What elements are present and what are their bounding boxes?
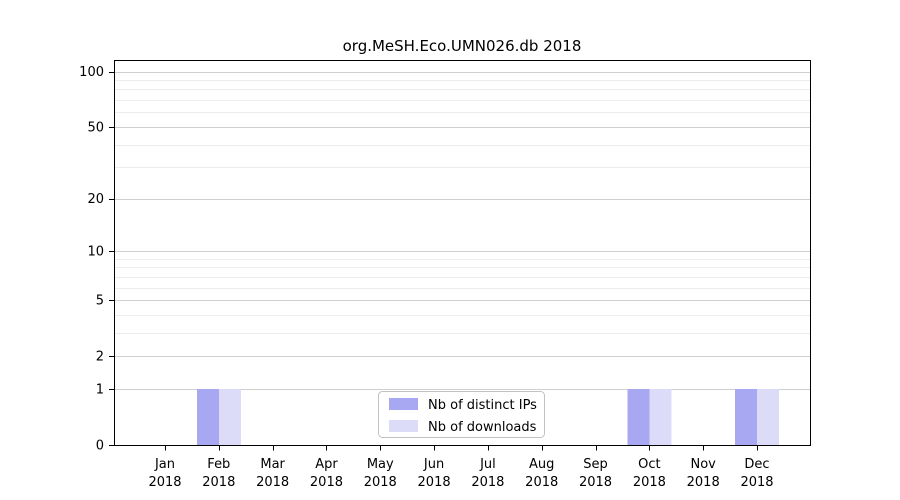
bar-downloads-dec bbox=[756, 388, 779, 445]
x-axis-month-label: Sep bbox=[583, 457, 608, 472]
bar-downloads-feb bbox=[218, 388, 241, 445]
x-axis-month-label: Feb bbox=[207, 457, 230, 472]
bar-distinct-ips-oct bbox=[627, 388, 650, 445]
y-axis-tick-label: 20 bbox=[87, 192, 104, 207]
axis-labels-group: Jan2018Feb2018Mar2018Apr2018May2018Jun20… bbox=[79, 65, 773, 490]
x-axis-year-label: 2018 bbox=[364, 475, 397, 490]
x-axis-year-label: 2018 bbox=[687, 475, 720, 490]
plot-border bbox=[113, 59, 812, 447]
y-axis-tick-label: 2 bbox=[96, 350, 104, 365]
x-axis-month-label: Mar bbox=[260, 457, 285, 472]
x-axis-month-label: May bbox=[367, 457, 394, 472]
bars-group bbox=[196, 388, 779, 445]
x-axis-year-label: 2018 bbox=[740, 475, 773, 490]
x-axis-year-label: 2018 bbox=[202, 475, 235, 490]
x-axis-year-label: 2018 bbox=[633, 475, 666, 490]
x-axis-year-label: 2018 bbox=[471, 475, 504, 490]
x-axis-year-label: 2018 bbox=[579, 475, 612, 490]
x-axis-month-label: Dec bbox=[744, 457, 769, 472]
legend-swatch-downloads bbox=[389, 420, 418, 432]
legend-label-downloads: Nb of downloads bbox=[428, 420, 537, 435]
bar-distinct-ips-feb bbox=[196, 388, 219, 445]
grid-minor-group bbox=[114, 80, 811, 334]
y-axis-tick-label: 100 bbox=[79, 65, 104, 80]
x-axis-year-label: 2018 bbox=[148, 475, 181, 490]
x-axis-month-label: Nov bbox=[690, 457, 716, 472]
y-axis-tick-label: 1 bbox=[96, 382, 104, 397]
legend-label-distinct-ips: Nb of distinct IPs bbox=[428, 398, 537, 413]
y-axis-tick-label: 10 bbox=[87, 244, 104, 259]
bar-downloads-oct bbox=[649, 388, 672, 445]
x-axis-month-label: Jul bbox=[479, 457, 496, 472]
x-axis-year-label: 2018 bbox=[418, 475, 451, 490]
x-axis-year-label: 2018 bbox=[525, 475, 558, 490]
x-axis-month-label: Jun bbox=[423, 457, 444, 472]
chart-title: org.MeSH.Eco.UMN026.db 2018 bbox=[343, 37, 582, 55]
x-axis-month-label: Oct bbox=[638, 457, 660, 472]
grid-major-group bbox=[114, 72, 811, 390]
bar-distinct-ips-dec bbox=[734, 388, 757, 445]
y-axis-tick-label: 0 bbox=[96, 439, 104, 454]
legend-box bbox=[378, 391, 545, 438]
axis-ticks-group bbox=[109, 72, 758, 451]
x-axis-year-label: 2018 bbox=[256, 475, 289, 490]
legend-swatch-distinct-ips bbox=[389, 398, 418, 410]
x-axis-month-label: Jan bbox=[154, 457, 175, 472]
x-axis-year-label: 2018 bbox=[310, 475, 343, 490]
x-axis-month-label: Apr bbox=[315, 457, 338, 472]
legend: Nb of distinct IPs Nb of downloads bbox=[378, 391, 545, 438]
x-axis-month-label: Aug bbox=[529, 457, 554, 472]
y-axis-tick-label: 50 bbox=[87, 120, 104, 135]
y-axis-tick-label: 5 bbox=[96, 294, 104, 309]
